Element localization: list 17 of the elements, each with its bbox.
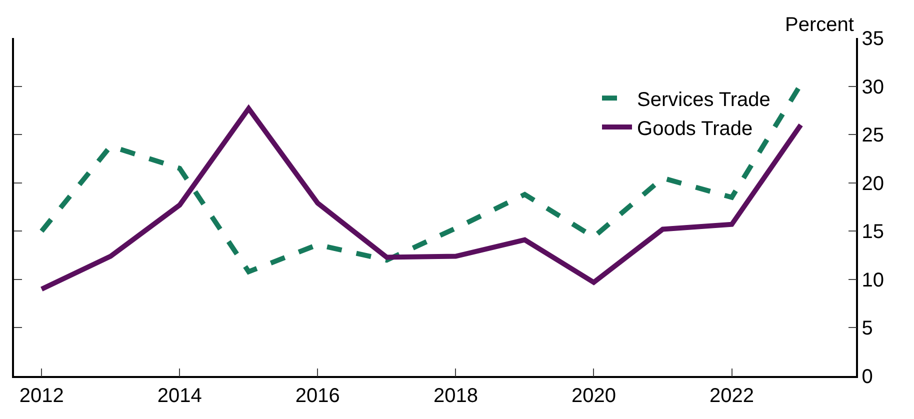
x-tick-label: 2022 (710, 384, 754, 407)
y-tick-label: 35 (862, 28, 884, 50)
y-tick-label: 5 (862, 318, 873, 340)
y-axis-title: Percent (785, 14, 854, 36)
x-tick-label: 2012 (19, 384, 64, 407)
y-tick-label: 20 (862, 172, 884, 195)
y-tick-label: 15 (862, 221, 884, 244)
legend-label: Goods Trade (637, 118, 753, 140)
y-tick-label: 10 (862, 269, 884, 292)
y-tick-label: 25 (862, 124, 884, 147)
x-tick-label: 2018 (433, 384, 478, 407)
x-tick-label: 2020 (571, 384, 616, 407)
x-tick-label: 2016 (295, 384, 340, 407)
y-tick-label: 0 (862, 366, 873, 388)
y-tick-label: 30 (862, 76, 884, 98)
x-tick-label: 2014 (157, 384, 202, 407)
legend-label: Services Trade (637, 88, 770, 111)
